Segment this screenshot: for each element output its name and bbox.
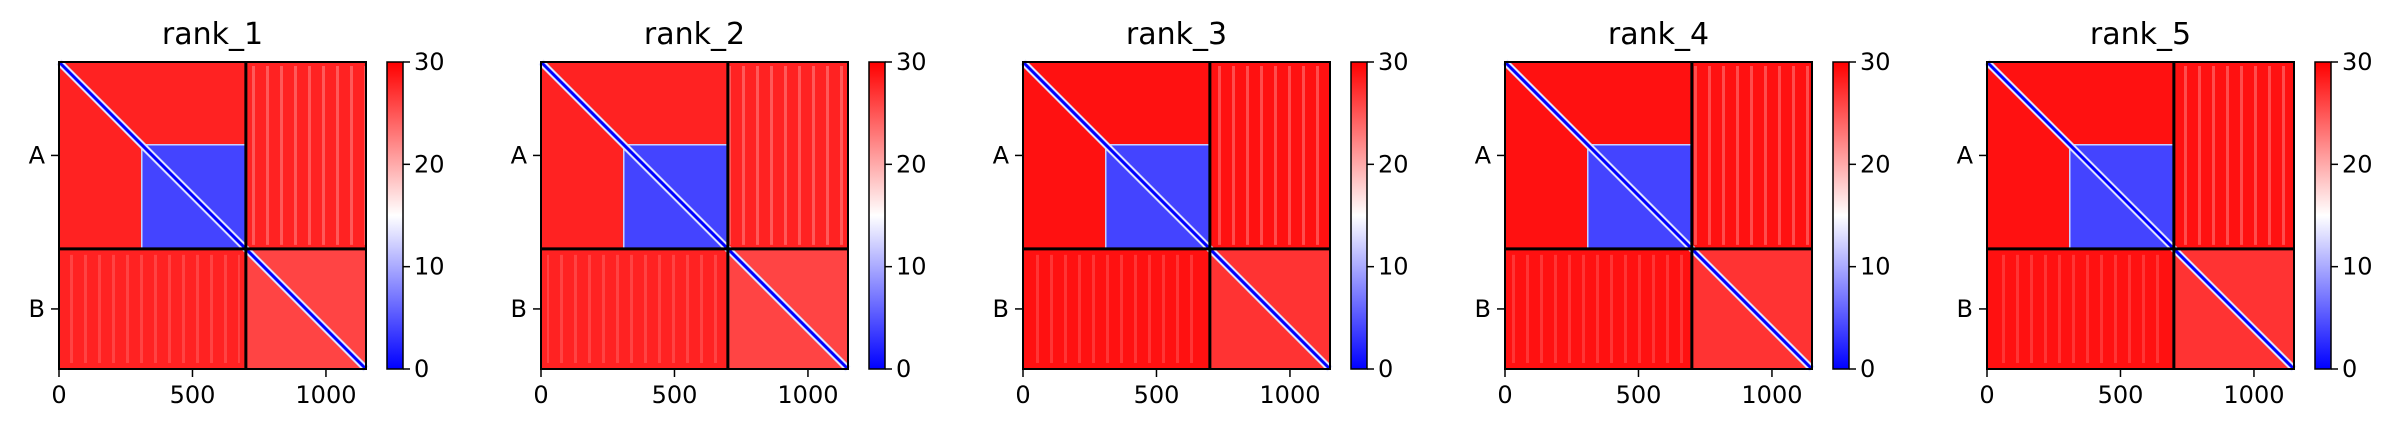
block-a-b-texture [1691,66,1812,245]
heatmap-frame [1986,61,2295,370]
colorbar-tick-label: 20 [1860,150,1891,178]
colorbar [1832,61,1850,370]
heatmap-frame [540,61,849,370]
diagonal-line [57,60,368,371]
block-b-a-texture [1993,254,2168,363]
colorbar-tick-label: 0 [1378,355,1393,383]
y-tick-label: A [993,141,1010,169]
y-tick-label: A [29,141,46,169]
heatmap-frame [1022,61,1331,370]
colorbar-tick-label: 0 [414,355,429,383]
colorbar [1350,61,1368,370]
heatmap-frame [58,61,367,370]
y-tick-label: B [511,295,527,323]
colorbar-tick-label: 30 [1378,48,1409,76]
x-tick-label: 500 [1616,381,1662,409]
block-a-b-texture [727,66,848,245]
x-tick-label: 500 [652,381,698,409]
heatmap-panel-4: rank_4 0 500 1000 A B 0 10 20 30 [1475,17,1891,409]
x-tick-label: 1000 [1741,381,1802,409]
colorbar-tick-label: 20 [2342,150,2373,178]
heatmap-panel-1: rank_1 0 500 1000 A B 0 10 20 30 [29,17,445,409]
block-b-a-texture [1029,254,1204,363]
y-tick-label: B [1957,295,1973,323]
x-tick-label: 0 [1497,381,1512,409]
block-a-b-texture [245,66,366,245]
panel-title: rank_3 [1126,17,1227,52]
x-tick-label: 500 [1134,381,1180,409]
y-tick-label: B [29,295,45,323]
panel-title: rank_2 [644,17,745,52]
colorbar-tick-label: 30 [414,48,445,76]
colorbar [386,61,404,370]
heatmap-frame [1504,61,1813,370]
block-b-a-texture [65,254,240,363]
colorbar-tick-label: 10 [1378,253,1409,281]
colorbar-tick-label: 0 [2342,355,2357,383]
colorbar-tick-label: 10 [1860,253,1891,281]
panel-title: rank_5 [2090,17,2191,52]
panel-title: rank_1 [162,17,263,52]
x-tick-label: 1000 [1259,381,1320,409]
colorbar-tick-label: 0 [1860,355,1875,383]
colorbar-tick-label: 10 [2342,253,2373,281]
colorbar-tick-label: 10 [414,253,445,281]
diagonal-line [1503,60,1814,371]
x-tick-label: 0 [1015,381,1030,409]
colorbar-tick-label: 20 [1378,150,1409,178]
heatmap-panel-5: rank_5 0 500 1000 A B 0 10 20 30 [1957,17,2373,409]
y-tick-label: B [993,295,1009,323]
block-a-b-texture [2173,66,2294,245]
colorbar-tick-label: 10 [896,253,927,281]
diagonal-line [1021,60,1332,371]
x-tick-label: 0 [51,381,66,409]
diagonal-line [1985,60,2296,371]
x-tick-label: 500 [2098,381,2144,409]
heatmap-panel-3: rank_3 0 500 1000 A B 0 10 20 30 [993,17,1409,409]
colorbar [2314,61,2332,370]
colorbar-tick-label: 20 [414,150,445,178]
block-b-a-texture [1511,254,1686,363]
block-b-a-texture [547,254,722,363]
x-tick-label: 0 [1979,381,1994,409]
panel-title: rank_4 [1608,17,1709,52]
colorbar-tick-label: 0 [896,355,911,383]
block-a-b-texture [1209,66,1330,245]
x-tick-label: 0 [533,381,548,409]
x-tick-label: 500 [170,381,216,409]
y-tick-label: B [1475,295,1491,323]
colorbar-tick-label: 30 [896,48,927,76]
diagonal-line [539,60,850,371]
x-tick-label: 1000 [2223,381,2284,409]
x-tick-label: 1000 [295,381,356,409]
y-tick-label: A [1475,141,1492,169]
y-tick-label: A [511,141,528,169]
colorbar-tick-label: 20 [896,150,927,178]
colorbar-tick-label: 30 [2342,48,2373,76]
y-tick-label: A [1957,141,1974,169]
colorbar-tick-label: 30 [1860,48,1891,76]
x-tick-label: 1000 [777,381,838,409]
heatmap-panel-2: rank_2 0 500 1000 A B 0 10 20 30 [511,17,927,409]
colorbar [868,61,886,370]
